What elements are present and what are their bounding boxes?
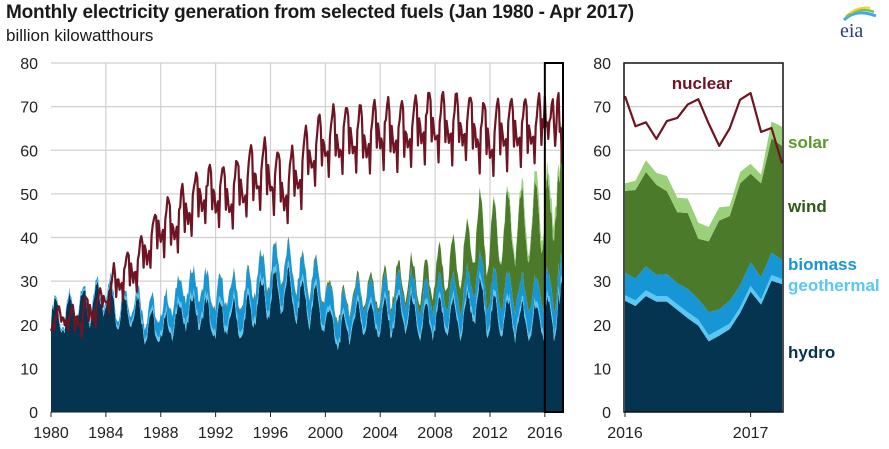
left-x-tick-label: 1988 [143,425,179,442]
right-x-tick-label: 2017 [733,425,769,442]
legend-label-hydro: hydro [788,343,835,362]
legend: nuclear solar wind biomass geothermal hydro [672,74,880,362]
right-chart-areas [625,121,782,412]
right-chart-axes: 0 10 20 30 40 50 60 70 80 2016 2017 [593,56,784,442]
right-y-tick-label: 60 [593,143,611,160]
left-y-tick-label: 20 [20,318,38,335]
left-series-nuclear [49,90,564,340]
left-x-tick-label: 1980 [33,425,69,442]
right-x-tick-label: 2016 [607,425,643,442]
left-y-tick-label: 50 [20,187,38,204]
left-x-tick-label: 2012 [472,425,508,442]
left-y-tick-label: 40 [20,231,38,248]
left-y-tick-label: 10 [20,361,38,378]
legend-label-nuclear: nuclear [672,74,733,93]
right-area-hydro [625,280,782,412]
left-y-tick-label: 60 [20,143,38,160]
legend-label-biomass: biomass [788,255,857,274]
right-area-wind [625,138,782,313]
logo-text: eia [840,20,863,40]
right-area-biomass [625,252,782,336]
right-y-tick-label: 30 [593,274,611,291]
logo-swoosh-blue [842,11,877,22]
left-x-tick-label: 2000 [308,425,344,442]
y-axis-unit-label: billion kilowatthours [6,26,154,45]
left-chart-nuclear-line [49,90,564,340]
right-y-tick-label: 10 [593,361,611,378]
logo-swoosh-yellow [849,6,871,14]
highlight-box [543,62,565,413]
left-area-geothermal [51,260,562,351]
left-x-tick-label: 1984 [88,425,124,442]
right-y-tick-label: 80 [593,56,611,73]
logo-swoosh-green [845,8,875,18]
right-series-nuclear [623,92,784,164]
left-x-tick-label: 2004 [362,425,398,442]
right-y-tick-label: 70 [593,100,611,117]
left-x-tick-label: 2008 [417,425,453,442]
left-x-tick-label: 2016 [527,425,563,442]
right-chart-nuclear-line [623,92,784,164]
right-area-geothermal [625,275,782,342]
right-y-tick-label: 20 [593,318,611,335]
left-x-tick-label: 1996 [253,425,289,442]
left-chart-areas [51,121,562,412]
left-chart-axes: 0 10 20 30 40 50 60 70 80 1980 1984 1988 1992 1996 200… [20,56,565,442]
left-area-biomass [51,238,562,346]
legend-label-geothermal: geothermal [788,276,880,295]
left-y-tick-label: 30 [20,274,38,291]
right-y-tick-label: 50 [593,187,611,204]
legend-label-wind: wind [787,197,827,216]
right-area-solar [625,121,782,242]
left-x-tick-label: 1992 [198,425,234,442]
right-y-tick-label: 0 [602,405,611,422]
left-y-tick-label: 70 [20,100,38,117]
eia-logo: eia [840,6,877,40]
chart-title: Monthly electricity generation from sele… [6,2,634,23]
left-area-hydro [51,266,562,412]
right-chart-frame [623,62,784,413]
left-y-tick-label: 0 [29,405,38,422]
right-y-tick-label: 40 [593,231,611,248]
left-y-tick-label: 80 [20,56,38,73]
legend-label-solar: solar [788,133,829,152]
